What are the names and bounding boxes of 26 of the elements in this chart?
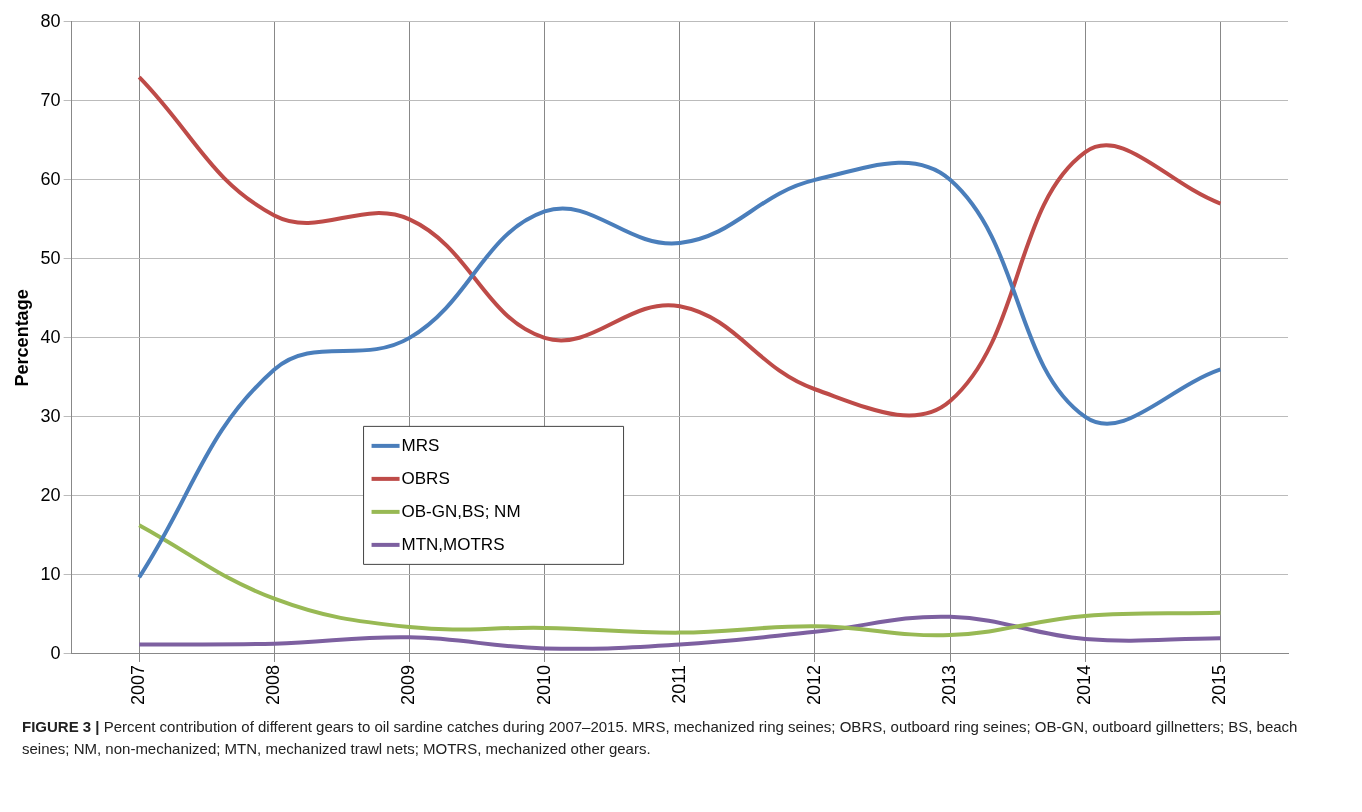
x-tick-label: 2013 xyxy=(939,664,960,705)
x-tick-label: 2015 xyxy=(1209,664,1230,705)
x-tick-label: 2008 xyxy=(263,664,284,705)
x-tick-label: 2014 xyxy=(1074,664,1095,705)
y-tick-label: 80 xyxy=(40,10,61,31)
caption: FIGURE 3 | Percent contribution of different gears to oil sardine catches during 2007–2015. MRS, mechanized ring seines; OBRS, outboard ring seines; OB-GN, outboard gillnetters; BS, beach seines; NM, non-mechanized; MTN, mechanized trawl nets; MOTRS, mechanized other gears. xyxy=(22,718,1298,757)
x-tick-label: 2010 xyxy=(533,664,554,705)
y-tick-label: 60 xyxy=(40,168,61,189)
y-tick-label: 70 xyxy=(40,89,61,110)
y-tick-label: 40 xyxy=(40,326,61,347)
line-series xyxy=(137,523,1223,638)
line-series xyxy=(137,614,1223,651)
y-tick-label: 20 xyxy=(40,484,61,505)
y-tick-label: 10 xyxy=(40,563,61,584)
x-tick-label: 2011 xyxy=(668,664,689,704)
y-tick-label: 0 xyxy=(50,642,61,663)
y-axis-title: Percentage xyxy=(11,289,32,387)
legend-label: MRS xyxy=(401,435,440,455)
x-tick-label: 2009 xyxy=(398,664,419,705)
x-tick-label: 2007 xyxy=(128,664,149,705)
legend-label: OB-GN,BS; NM xyxy=(401,501,521,521)
y-tick-label: 50 xyxy=(40,247,61,268)
legend-label: OBRS xyxy=(401,468,450,488)
y-tick-label: 30 xyxy=(40,405,61,426)
x-tick-label: 2012 xyxy=(803,664,824,705)
legend-label: MTN,MOTRS xyxy=(401,534,505,554)
